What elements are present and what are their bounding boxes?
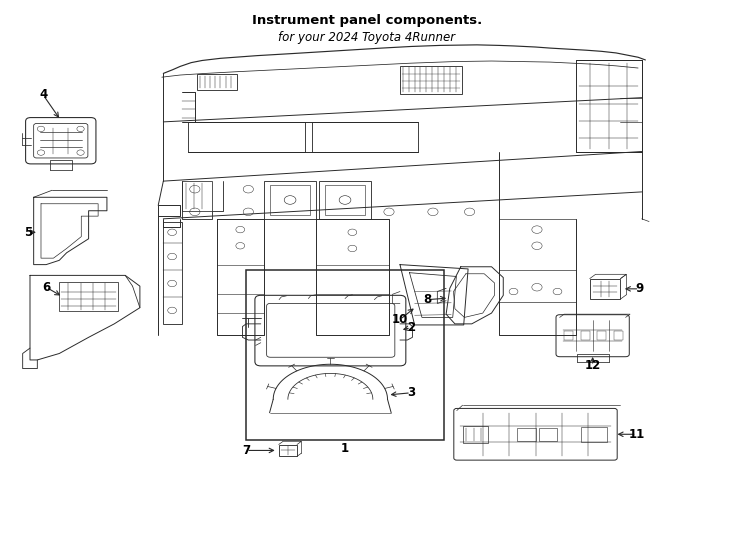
Bar [246,270,444,440]
Bar [312,122,418,152]
Bar [197,75,237,90]
Text: 3: 3 [407,386,415,399]
Bar [325,185,365,214]
Text: 8: 8 [424,293,432,306]
Text: 7: 7 [242,444,250,457]
Bar [59,282,118,312]
Text: 12: 12 [584,360,600,373]
Bar [517,428,536,441]
Text: 9: 9 [636,282,644,295]
Bar [614,332,622,340]
Text: 4: 4 [39,89,47,102]
Bar [462,426,488,443]
Bar [182,181,211,211]
Bar [264,181,316,219]
Bar [581,332,589,340]
Text: for your 2024 Toyota 4Runner: for your 2024 Toyota 4Runner [278,31,456,44]
Text: 10: 10 [392,313,408,326]
Bar [564,332,573,340]
Bar [400,66,462,94]
Text: 5: 5 [24,226,32,239]
Text: 6: 6 [42,281,50,294]
Bar [279,444,297,456]
Text: 2: 2 [407,321,415,334]
Bar [589,279,620,299]
Bar [597,332,606,340]
Bar [581,427,607,442]
Text: Instrument panel components.: Instrument panel components. [252,14,482,27]
Text: 11: 11 [628,428,644,441]
Bar [319,181,371,219]
Bar [187,122,305,152]
Bar [575,60,642,152]
Bar [164,221,181,324]
Bar [539,428,558,441]
Text: 1: 1 [341,442,349,455]
Bar [270,185,310,214]
